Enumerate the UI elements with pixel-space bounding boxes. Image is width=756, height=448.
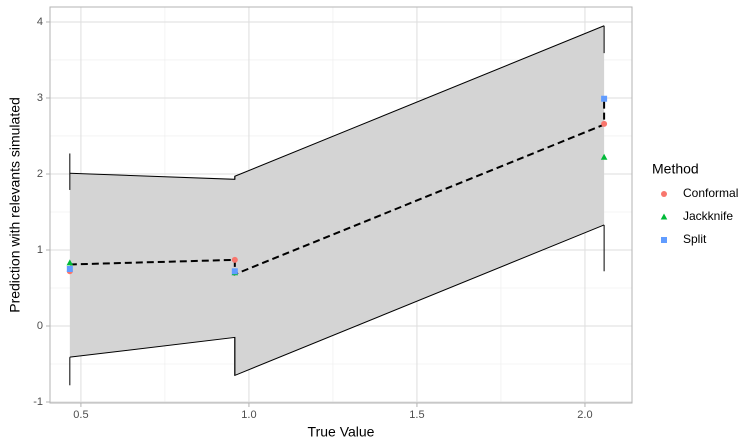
x-tick-label: 1.0 (241, 409, 256, 421)
legend-label: Jackknife (683, 209, 733, 223)
point (66, 265, 73, 272)
legend-label: Split (683, 232, 707, 246)
y-tick-label: 3 (37, 92, 43, 104)
legend-title: Method (652, 161, 699, 177)
legend-key (660, 213, 668, 220)
point (600, 153, 608, 160)
point (66, 259, 74, 266)
y-tick-label: -1 (33, 396, 43, 408)
y-tick-label: 0 (37, 320, 43, 332)
point (601, 95, 608, 102)
prediction-band (69, 25, 605, 376)
x-tick-label: 0.5 (73, 409, 88, 421)
x-tick-label: 2.0 (577, 409, 592, 421)
y-tick-label: 4 (37, 16, 43, 28)
x-axis-title: True Value (308, 424, 375, 440)
y-tick-label: 2 (37, 168, 43, 180)
point (231, 268, 238, 275)
legend-key (661, 237, 667, 243)
point (601, 120, 608, 127)
y-axis-title: Prediction with relevants simulated (7, 97, 23, 313)
legend-label: Conformal (683, 186, 738, 200)
point (231, 256, 238, 263)
y-tick-label: 1 (37, 244, 43, 256)
panel-border (49, 6, 633, 404)
x-tick-label: 1.5 (409, 409, 424, 421)
legend-key (661, 191, 667, 197)
